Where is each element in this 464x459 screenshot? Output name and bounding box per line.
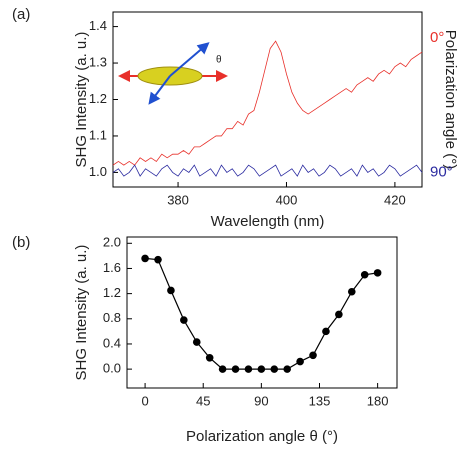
y-tick-label: 0.8 — [103, 310, 121, 325]
series-line — [145, 257, 378, 370]
point — [180, 316, 188, 324]
series-line — [112, 40, 423, 166]
x-axis-label: Polarization angle θ (°) — [186, 428, 338, 445]
point — [335, 310, 343, 319]
x-tick-label: 0 — [141, 393, 148, 408]
y-tick-label: 1.3 — [89, 54, 107, 69]
point — [141, 254, 149, 263]
x-tick-label: 180 — [367, 393, 389, 408]
y-tick-label: 1.0 — [89, 164, 107, 179]
y-tick-label: 2.0 — [103, 235, 121, 250]
point — [309, 351, 317, 360]
point — [167, 286, 175, 295]
point — [270, 365, 279, 373]
y-tick-label: 1.2 — [103, 285, 121, 300]
y-axis-label: SHG Intensity (a. u.) — [73, 32, 90, 168]
plot-frame — [112, 11, 423, 188]
panel-label: (a) — [12, 6, 30, 23]
x-axis-label: Wavelength (nm) — [211, 213, 325, 230]
arrow — [169, 42, 210, 77]
y-axis-label: SHG Intensity (a. u.) — [73, 245, 90, 381]
y-tick-label: 1.1 — [89, 127, 107, 142]
point — [231, 365, 240, 373]
point — [373, 269, 382, 277]
x-tick-label: 400 — [276, 192, 298, 207]
point — [296, 357, 304, 366]
x-tick-label: 380 — [167, 192, 189, 207]
y-tick-label: 1.6 — [103, 260, 121, 275]
series-line — [112, 164, 423, 177]
y-tick-label: 0.0 — [103, 361, 121, 376]
point — [218, 365, 227, 373]
y-tick-label: 0.4 — [103, 335, 121, 350]
x-tick-label: 90 — [254, 393, 268, 408]
inset-label: θ — [216, 55, 222, 66]
panel-label: (b) — [12, 234, 30, 251]
x-tick-label: 135 — [309, 393, 331, 408]
point — [283, 365, 291, 373]
plot-frame — [126, 236, 398, 389]
point — [257, 365, 266, 373]
point — [205, 354, 214, 362]
point — [192, 338, 201, 346]
series-label: 0° — [430, 29, 444, 46]
y-tick-label: 1.2 — [89, 91, 107, 106]
series-label: 90° — [430, 163, 453, 180]
x-tick-label: 420 — [384, 192, 406, 207]
point — [322, 327, 330, 336]
point — [347, 287, 356, 296]
point — [360, 270, 369, 279]
point — [244, 365, 253, 373]
y-tick-label: 1.4 — [89, 18, 107, 33]
inset: θ — [118, 42, 228, 105]
x-tick-label: 45 — [196, 393, 210, 408]
arrow — [148, 75, 171, 105]
y2-axis-label: Polarization angle (°) — [442, 30, 459, 169]
point — [154, 255, 162, 264]
